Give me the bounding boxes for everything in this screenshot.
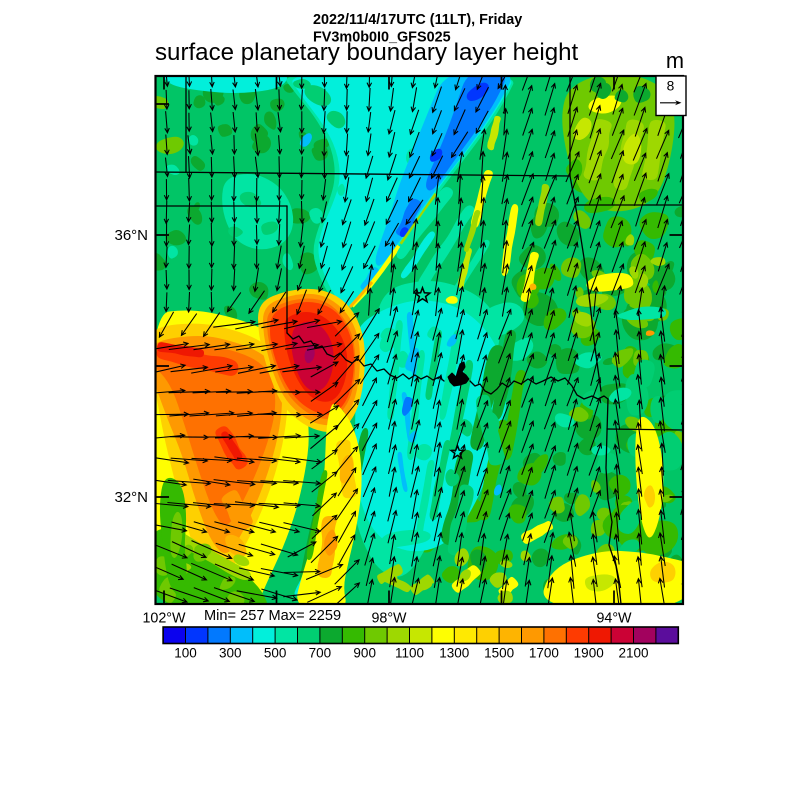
svg-text:1100: 1100: [395, 646, 424, 661]
svg-text:2022/11/4/17UTC (11LT), Friday: 2022/11/4/17UTC (11LT), Friday: [313, 12, 522, 28]
svg-text:32°N: 32°N: [114, 489, 148, 506]
svg-text:102°W: 102°W: [142, 611, 186, 627]
svg-text:94°W: 94°W: [596, 611, 632, 627]
svg-text:100: 100: [174, 646, 197, 661]
svg-text:1300: 1300: [439, 646, 469, 661]
svg-text:500: 500: [264, 646, 287, 661]
svg-text:36°N: 36°N: [114, 227, 148, 244]
svg-text:2100: 2100: [618, 646, 648, 661]
svg-text:700: 700: [309, 646, 332, 661]
svg-text:1700: 1700: [529, 646, 559, 661]
svg-text:98°W: 98°W: [371, 611, 407, 627]
svg-text:surface planetary boundary lay: surface planetary boundary layer height: [155, 39, 579, 66]
svg-text:1500: 1500: [484, 646, 514, 661]
svg-text:300: 300: [219, 646, 242, 661]
svg-text:8: 8: [667, 79, 675, 94]
svg-text:FV3m0b0I0_GFS025: FV3m0b0I0_GFS025: [313, 30, 451, 46]
svg-text:m: m: [666, 48, 684, 73]
svg-text:900: 900: [353, 646, 376, 661]
svg-text:Min= 257 Max= 2259: Min= 257 Max= 2259: [204, 608, 341, 624]
svg-text:1900: 1900: [574, 646, 604, 661]
